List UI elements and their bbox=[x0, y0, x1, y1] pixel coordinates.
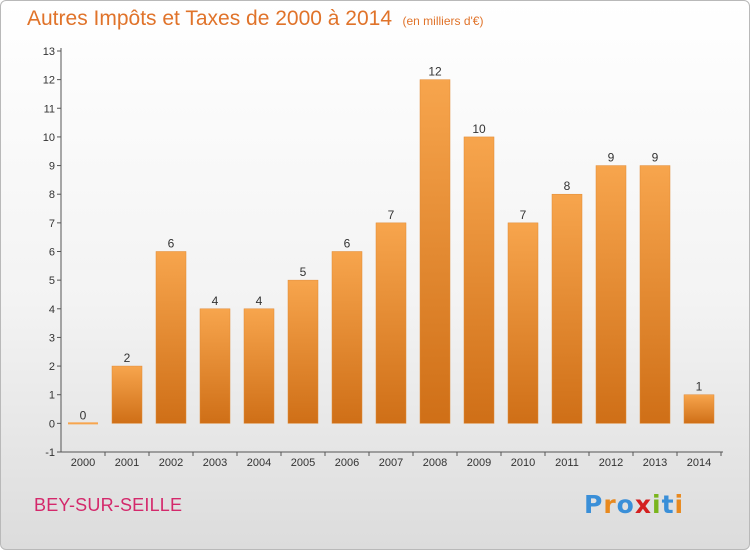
chart-title-block: Autres Impôts et Taxes de 2000 à 2014 (e… bbox=[27, 7, 483, 31]
logo-letter: t bbox=[661, 490, 675, 519]
x-tick-label: 2003 bbox=[203, 457, 227, 469]
logo-letter: i bbox=[652, 490, 662, 519]
x-tick-label: 2006 bbox=[335, 457, 359, 469]
bar-value-label: 8 bbox=[564, 179, 571, 193]
y-tick-label: 9 bbox=[49, 161, 55, 173]
x-tick-label: 2005 bbox=[291, 457, 315, 469]
commune-name: BEY-SUR-SEILLE bbox=[34, 495, 183, 515]
x-tick-label: 2014 bbox=[687, 457, 711, 469]
bar-value-label: 10 bbox=[472, 122, 486, 136]
bar bbox=[331, 251, 363, 424]
x-tick-label: 2010 bbox=[511, 457, 535, 469]
logo-letter: o bbox=[616, 490, 635, 519]
x-tick-label: 2011 bbox=[555, 457, 579, 469]
bar bbox=[155, 251, 187, 424]
bar-value-label: 7 bbox=[388, 208, 395, 222]
y-tick-label: -1 bbox=[45, 447, 55, 459]
x-tick-label: 2007 bbox=[379, 457, 403, 469]
x-tick-label: 2004 bbox=[247, 457, 271, 469]
y-tick-label: 11 bbox=[44, 103, 55, 115]
bar-value-label: 12 bbox=[428, 65, 442, 79]
logo-letter: P bbox=[584, 490, 604, 519]
x-tick-label: 2001 bbox=[115, 457, 139, 469]
bar bbox=[375, 222, 407, 424]
y-tick-label: 8 bbox=[49, 189, 55, 201]
bar bbox=[199, 308, 231, 424]
bar-value-label: 2 bbox=[124, 351, 131, 365]
y-tick-label: 0 bbox=[49, 418, 55, 430]
chart-subtitle: (en milliers d'€) bbox=[402, 14, 484, 28]
y-tick-label: 7 bbox=[49, 218, 55, 230]
proxiti-logo[interactable]: Proxiti bbox=[584, 490, 684, 519]
x-tick-label: 2002 bbox=[159, 457, 183, 469]
logo-letter: x bbox=[634, 490, 652, 519]
bar-value-label: 5 bbox=[300, 265, 307, 279]
logo-letter: i bbox=[674, 490, 685, 519]
bar bbox=[111, 365, 143, 424]
bar-value-label: 0 bbox=[80, 408, 87, 422]
y-tick-label: 1 bbox=[49, 390, 55, 402]
bar bbox=[463, 136, 495, 424]
bar-value-label: 9 bbox=[608, 151, 615, 165]
x-tick-label: 2000 bbox=[71, 457, 95, 469]
y-tick-label: 5 bbox=[49, 275, 55, 287]
bar bbox=[287, 279, 319, 424]
bar bbox=[68, 422, 98, 425]
bar-value-label: 9 bbox=[652, 151, 659, 165]
bar bbox=[419, 79, 451, 424]
bar bbox=[243, 308, 275, 424]
bar bbox=[551, 193, 583, 424]
y-tick-label: 3 bbox=[49, 332, 55, 344]
bar-value-label: 6 bbox=[168, 237, 175, 251]
bar bbox=[639, 165, 671, 424]
bar-value-label: 6 bbox=[344, 237, 351, 251]
x-tick-label: 2009 bbox=[467, 457, 491, 469]
bar-value-label: 4 bbox=[256, 294, 263, 308]
chart-title: Autres Impôts et Taxes de 2000 à 2014 bbox=[27, 7, 393, 30]
x-tick-label: 2008 bbox=[423, 457, 447, 469]
bar-value-label: 4 bbox=[212, 294, 219, 308]
y-tick-label: 13 bbox=[43, 46, 55, 58]
y-tick-label: 12 bbox=[43, 75, 55, 87]
y-tick-label: 2 bbox=[49, 361, 55, 373]
bar bbox=[595, 165, 627, 424]
y-tick-label: 4 bbox=[49, 304, 55, 316]
y-tick-label: 6 bbox=[49, 247, 55, 259]
bar-value-label: 1 bbox=[696, 380, 703, 394]
x-tick-label: 2013 bbox=[643, 457, 667, 469]
x-tick-label: 2012 bbox=[599, 457, 623, 469]
y-tick-label: 10 bbox=[43, 132, 55, 144]
bar-value-label: 7 bbox=[520, 208, 527, 222]
bar bbox=[683, 394, 715, 424]
logo-letter: r bbox=[603, 490, 617, 519]
bar bbox=[507, 222, 539, 424]
